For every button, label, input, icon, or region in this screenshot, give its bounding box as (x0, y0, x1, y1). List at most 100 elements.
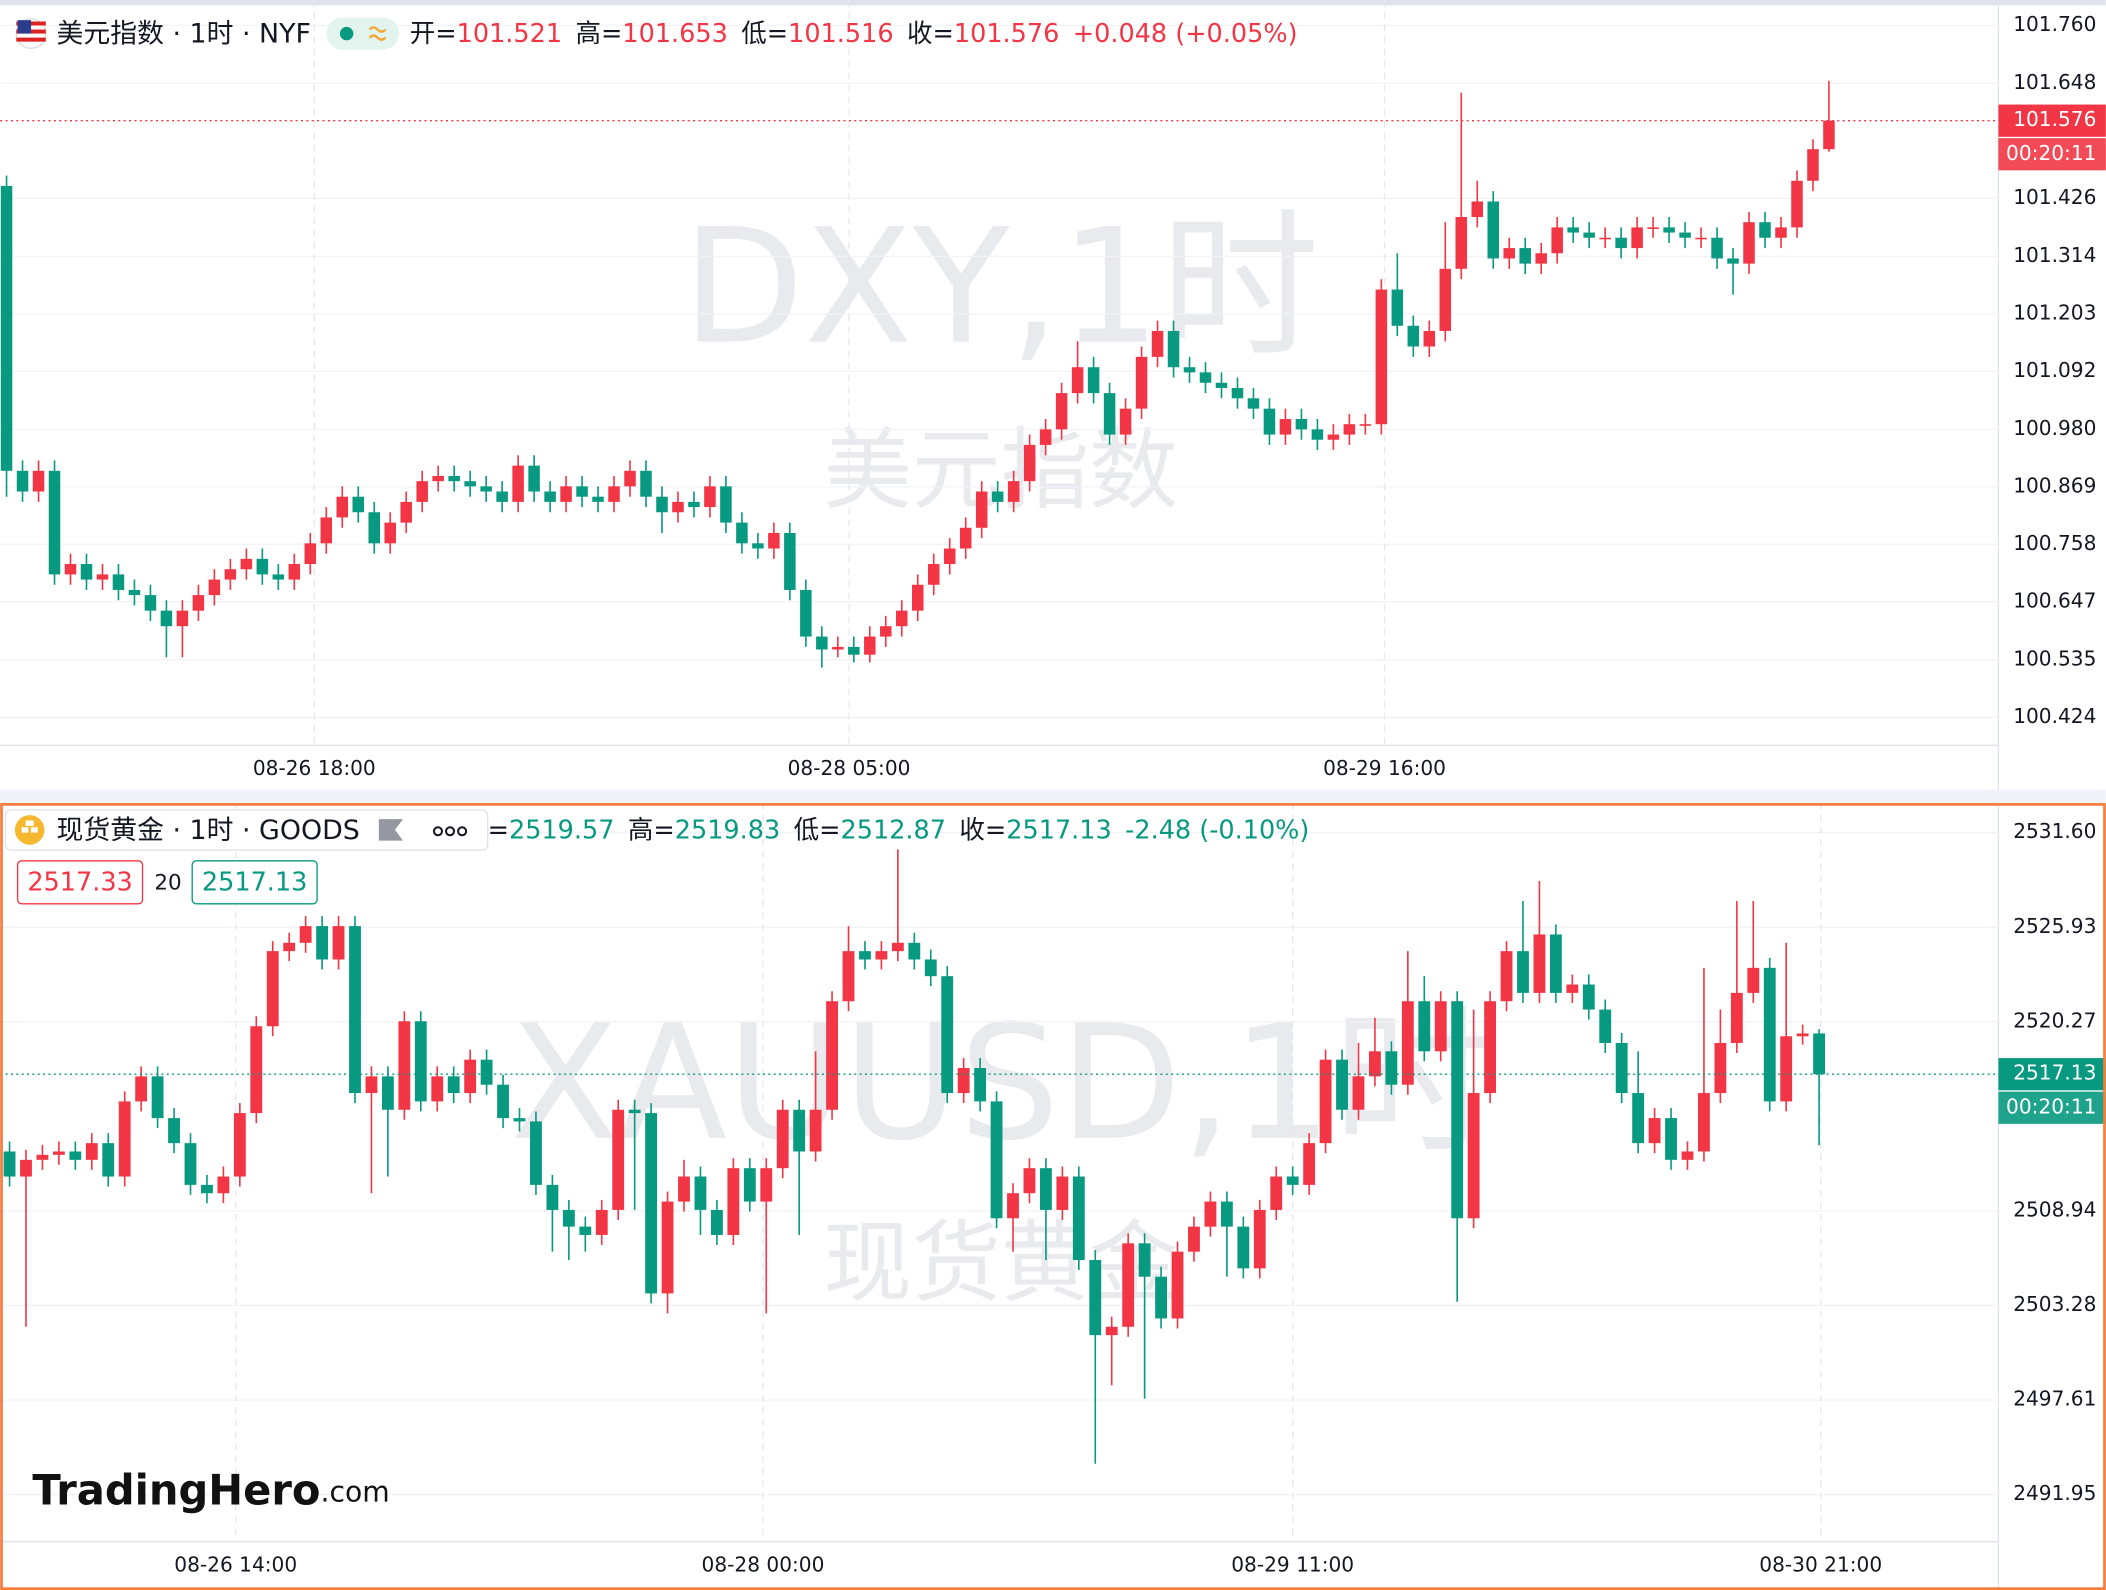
candle-body (3, 1151, 16, 1177)
ohlc-label: 收= (907, 19, 954, 49)
candle-body (381, 1076, 394, 1110)
candle-body (1359, 424, 1372, 426)
candle-body (250, 1026, 263, 1114)
candle-body (32, 470, 45, 492)
candle-body (736, 522, 748, 544)
candle-body (560, 486, 572, 502)
candle-body (760, 1168, 773, 1202)
candle-body (1407, 325, 1420, 347)
candle-body (612, 1109, 625, 1210)
x-tick-label: 08-30 21:00 (1759, 1552, 1882, 1576)
candle-body (1007, 1193, 1019, 1219)
candle-body (512, 465, 524, 502)
candle-body (776, 1109, 789, 1169)
y-tick-label: 101.426 (2013, 185, 2096, 209)
candle-body (118, 1101, 131, 1177)
ohlc-value: 2519.83 (675, 815, 780, 845)
candle-body (1087, 367, 1100, 394)
watermark-sub: 美元指数 (823, 419, 1178, 522)
legend-box (4, 809, 489, 851)
candle-body (1391, 289, 1404, 326)
flag-icon[interactable] (378, 819, 404, 841)
candle-body (1072, 1176, 1085, 1261)
y-tick-label: 2531.60 (2013, 819, 2096, 843)
candle-body (1319, 1059, 1332, 1144)
candle-body (1484, 1001, 1497, 1094)
candle-body (1151, 330, 1164, 357)
candle-body (1747, 967, 1760, 993)
candle-body (1103, 393, 1116, 435)
candle-body (1375, 289, 1388, 425)
candle-body (352, 496, 365, 513)
candle-body (1632, 1093, 1645, 1144)
candle-body (1263, 408, 1276, 435)
candle-body (85, 1143, 98, 1160)
candle-body (448, 475, 460, 482)
candle-body (694, 1176, 707, 1210)
candle-body (880, 626, 892, 637)
candle-body (656, 496, 668, 513)
x-tick-label: 08-26 14:00 (174, 1552, 297, 1576)
candle-body (1434, 1001, 1447, 1052)
more-button[interactable] (432, 826, 468, 837)
candle-body (990, 1101, 1003, 1219)
candle-body (464, 1059, 477, 1094)
candle-body (160, 610, 173, 627)
candle-body (957, 1068, 970, 1094)
candle-body (628, 1109, 641, 1114)
candle-body (1385, 1051, 1398, 1085)
chart-title: 现货黄金 · 1时 · GOODS (57, 815, 360, 846)
candle-body (1253, 1209, 1266, 1269)
x-tick-label: 08-29 16:00 (1323, 756, 1446, 780)
ohlc-value: 2517.13 (1006, 815, 1111, 845)
candle-body (816, 636, 828, 650)
order-box-label[interactable]: 2517.13 (202, 868, 307, 898)
countdown-label: 00:20:11 (2006, 1094, 2096, 1118)
candle-body (36, 1154, 49, 1160)
candle-body (927, 564, 940, 585)
candle-body (1730, 992, 1743, 1043)
candle-body (768, 532, 780, 549)
order-box-label[interactable]: 2517.33 (27, 868, 132, 898)
candle-body (1823, 120, 1835, 150)
candle-body (991, 491, 1004, 502)
candle-body (1500, 951, 1513, 1002)
candle-body (20, 1159, 32, 1177)
candle-body (365, 1076, 378, 1094)
order-box-label: 20 (154, 871, 181, 896)
candle-body (943, 548, 956, 565)
candle-body (283, 942, 296, 952)
candle-body (497, 1084, 509, 1119)
candle-body (974, 1068, 987, 1102)
candle-body (1631, 227, 1643, 249)
candle-body (240, 558, 253, 570)
y-tick-label: 101.092 (2013, 358, 2096, 382)
candle-body (1775, 227, 1787, 238)
status-pill[interactable] (326, 17, 400, 50)
ohlc-value: 2512.87 (841, 815, 946, 845)
candle-body (135, 1076, 148, 1102)
last-price-label: 101.576 (2013, 107, 2096, 131)
candle-body (1451, 1001, 1464, 1219)
ohlc-value: 101.653 (622, 19, 727, 49)
candle-body (672, 501, 684, 513)
candle-body (678, 1176, 690, 1202)
candle-body (192, 595, 205, 611)
gold-icon (14, 815, 45, 845)
candle-body (975, 491, 988, 528)
candle-body (480, 1059, 493, 1085)
candle-body (464, 481, 476, 487)
candle-body (1237, 1226, 1250, 1269)
candle-body (704, 486, 716, 508)
candle-body (1599, 237, 1611, 240)
candle-body (1567, 227, 1579, 233)
candle-body (562, 1209, 575, 1227)
candle-body (1188, 1226, 1200, 1252)
y-tick-label: 101.203 (2013, 300, 2096, 324)
last-price-tag (1998, 104, 2106, 137)
candle-body (1471, 201, 1484, 218)
candle-body (400, 501, 412, 523)
candle-body (941, 976, 954, 1094)
candle-body (349, 926, 361, 1094)
candle-body (1327, 434, 1340, 440)
